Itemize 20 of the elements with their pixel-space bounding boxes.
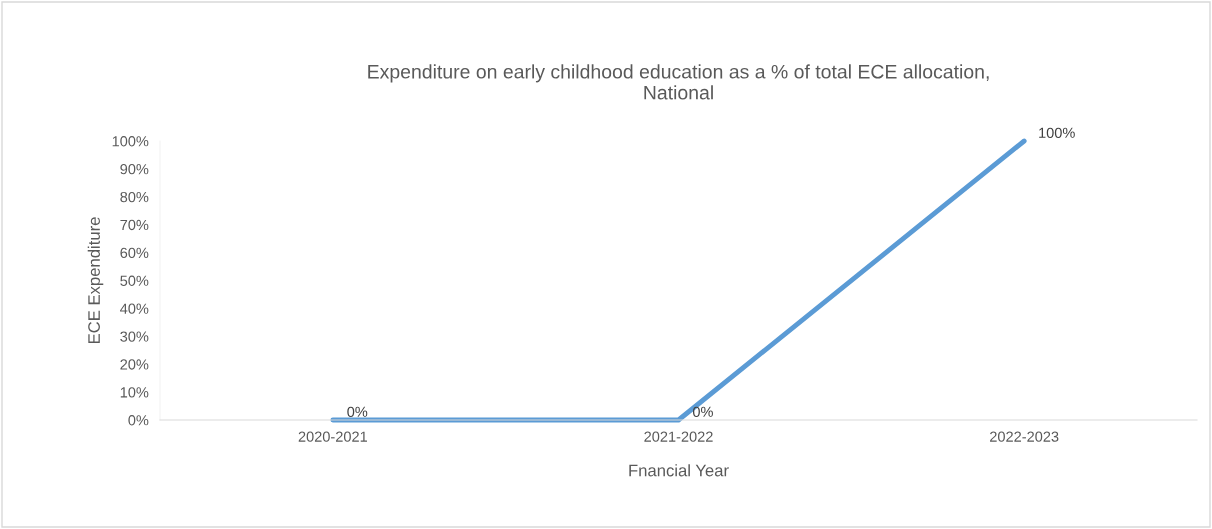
chart-title: Expenditure on early childhood education as a % of total ECE allocation, National xyxy=(368,64,989,100)
data-label: 100% xyxy=(1039,127,1075,138)
x-axis-title: Fnancial Year xyxy=(629,464,729,477)
y-tick-label: 70% xyxy=(120,219,149,231)
y-axis-title: ECE Expenditure xyxy=(87,217,104,344)
y-tick-label: 60% xyxy=(120,247,149,259)
x-tick-label: 2021-2022 xyxy=(644,431,713,442)
y-tick-label: 40% xyxy=(120,303,149,314)
x-tick-label: 2020-2021 xyxy=(298,431,367,442)
y-tick-label: 100% xyxy=(112,136,149,147)
y-tick-label: 20% xyxy=(120,359,149,370)
y-tick-label: 0% xyxy=(128,415,149,426)
x-tick-label: 2022-2023 xyxy=(990,431,1059,442)
y-tick-label: 90% xyxy=(120,164,149,175)
y-tick-label: 30% xyxy=(120,331,149,342)
data-label: 0% xyxy=(347,406,368,417)
y-tick-label: 80% xyxy=(120,191,149,203)
y-tick-label: 10% xyxy=(120,387,149,398)
data-label: 0% xyxy=(692,406,713,417)
y-tick-label: 50% xyxy=(120,275,149,286)
